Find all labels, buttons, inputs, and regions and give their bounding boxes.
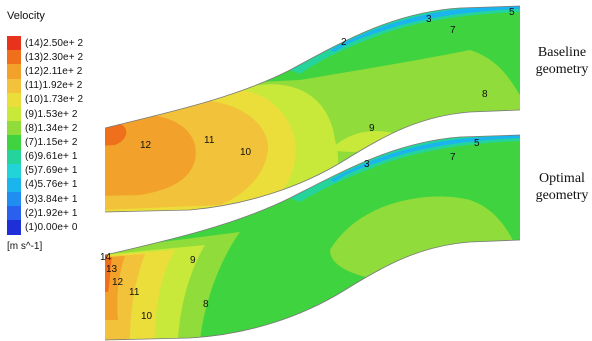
legend-label: (7)1.15e+ 2 xyxy=(25,136,78,148)
color-legend: (14)2.50e+ 2 (13)2.30e+ 2 (12)2.11e+ 2 (11)… xyxy=(7,36,83,235)
legend-label: (12)2.11e+ 2 xyxy=(25,65,83,77)
legend-row: (3)3.84e+ 1 xyxy=(7,192,83,207)
legend-row: (5)7.69e+ 1 xyxy=(7,163,83,178)
legend-row: (13)2.30e+ 2 xyxy=(7,50,84,65)
contour-label: 11 xyxy=(129,287,140,298)
legend-swatch xyxy=(7,220,21,235)
legend-swatch xyxy=(7,92,21,107)
legend-label: (14)2.50e+ 2 xyxy=(25,37,84,49)
legend-swatch xyxy=(7,192,21,207)
legend-label: (2)1.92e+ 1 xyxy=(25,207,78,219)
contour-label: 13 xyxy=(106,264,118,275)
legend-label: (6)9.61e+ 1 xyxy=(25,151,78,163)
legend-row: (1)0.00e+ 0 xyxy=(7,220,83,235)
legend-swatch xyxy=(7,50,21,65)
legend-swatch xyxy=(7,206,21,221)
contour-label: 8 xyxy=(203,299,209,310)
legend-swatch xyxy=(7,106,21,122)
baseline-band-13 xyxy=(105,124,127,146)
optimal-band-14 xyxy=(105,255,107,266)
legend-label: (10)1.73e+ 2 xyxy=(25,94,84,106)
legend-unit: [m s^-1] xyxy=(7,241,43,252)
legend-row: (7)1.15e+ 2 xyxy=(7,135,83,150)
contour-label: 5 xyxy=(509,7,515,18)
legend-row: (11)1.92e+ 2 xyxy=(7,78,83,93)
contour-label: 5 xyxy=(474,138,480,149)
legend-label: (11)1.92e+ 2 xyxy=(25,80,83,92)
contour-label: 14 xyxy=(100,252,112,263)
contour-label: 12 xyxy=(112,277,124,288)
contour-label: 11 xyxy=(204,135,215,146)
baseline-band-6 xyxy=(290,6,520,74)
optimal-upper-wall xyxy=(104,134,521,256)
legend-swatch xyxy=(7,177,21,193)
legend-row: (8)1.34e+ 2 xyxy=(7,121,83,136)
contour-label: 8 xyxy=(482,89,488,100)
legend-row: (12)2.11e+ 2 xyxy=(7,64,83,79)
legend-row: (10)1.73e+ 2 xyxy=(7,92,84,107)
legend-row: (9)1.53e+ 2 xyxy=(7,106,83,122)
optimal-band-13 xyxy=(105,257,112,292)
contour-label: 7 xyxy=(450,25,456,36)
legend-swatch xyxy=(7,163,21,178)
legend-title: Velocity xyxy=(7,10,45,22)
legend-swatch xyxy=(7,64,21,79)
legend-row: (2)1.92e+ 1 xyxy=(7,206,83,221)
legend-row: (4)5.76e+ 1 xyxy=(7,177,83,193)
legend-swatch xyxy=(7,149,21,164)
legend-swatch xyxy=(7,36,21,51)
contour-label: 10 xyxy=(240,147,252,158)
legend-label: (3)3.84e+ 1 xyxy=(25,193,78,205)
optimal-lower-wall xyxy=(104,239,521,341)
baseline-band-4 xyxy=(330,6,520,52)
optimal-band-6 xyxy=(290,135,520,202)
legend-swatch xyxy=(7,78,21,93)
optimal-geometry-label: Optimal geometry xyxy=(535,171,589,203)
legend-label: (1)0.00e+ 0 xyxy=(25,222,78,234)
legend-row: (14)2.50e+ 2 xyxy=(7,36,84,51)
contour-label: 9 xyxy=(369,123,375,134)
baseline-lower-wall xyxy=(104,109,521,213)
baseline-upper-wall xyxy=(104,5,521,129)
legend-row: (6)9.61e+ 1 xyxy=(7,149,83,164)
legend-label: (13)2.30e+ 2 xyxy=(25,51,84,63)
contour-label: 2 xyxy=(341,37,347,48)
contour-label: 3 xyxy=(426,14,432,25)
legend-label: (8)1.34e+ 2 xyxy=(25,122,78,134)
legend-label: (9)1.53e+ 2 xyxy=(25,108,78,120)
legend-swatch xyxy=(7,121,21,136)
contour-label: 12 xyxy=(140,140,152,151)
legend-swatch xyxy=(7,135,21,150)
legend-label: (5)7.69e+ 1 xyxy=(25,165,78,177)
baseline-geometry-label: Baseline geometry xyxy=(535,45,589,77)
contour-label: 7 xyxy=(450,152,456,163)
contour-label: 3 xyxy=(364,159,370,170)
contour-label: 10 xyxy=(141,311,153,322)
legend-label: (4)5.76e+ 1 xyxy=(25,179,78,191)
contour-label: 9 xyxy=(190,255,196,266)
